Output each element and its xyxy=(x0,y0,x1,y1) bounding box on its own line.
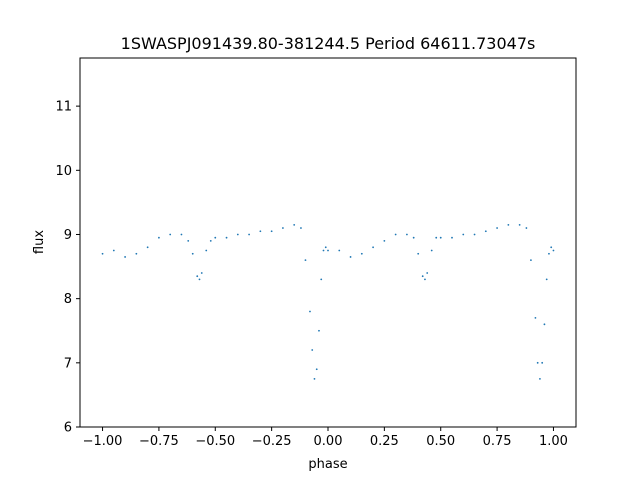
scatter-point xyxy=(394,233,397,236)
scatter-point xyxy=(318,329,320,332)
scatter-point xyxy=(205,249,208,252)
y-tick-label: 7 xyxy=(64,356,72,371)
scatter-point xyxy=(430,249,433,252)
scatter-point xyxy=(548,252,550,255)
scatter-point xyxy=(225,236,228,239)
scatter-point xyxy=(473,233,476,236)
scatter-point xyxy=(169,233,172,236)
scatter-point xyxy=(320,278,323,281)
scatter-point xyxy=(214,236,217,239)
scatter-point xyxy=(552,249,555,252)
scatter-point xyxy=(198,278,201,281)
scatter-point xyxy=(187,240,190,242)
scatter-point xyxy=(313,377,316,380)
scatter-point xyxy=(124,256,126,258)
scatter-point xyxy=(541,361,544,364)
scatter-point xyxy=(101,252,104,255)
scatter-point xyxy=(282,227,284,229)
scatter-point xyxy=(383,240,386,242)
scatter-point xyxy=(209,240,212,242)
scatter-point xyxy=(322,249,325,252)
x-tick-label: 0.75 xyxy=(483,434,512,449)
scatter-point xyxy=(293,223,296,226)
scatter-point xyxy=(349,256,352,258)
scatter-point xyxy=(135,252,138,255)
y-tick-label: 6 xyxy=(64,421,72,436)
scatter-point xyxy=(259,230,262,233)
scatter-point xyxy=(451,236,453,239)
y-tick-label: 8 xyxy=(64,292,72,307)
scatter-point xyxy=(112,249,115,252)
scatter-point xyxy=(315,368,318,371)
x-tick-label: 0.25 xyxy=(370,434,399,449)
scatter-point xyxy=(426,272,429,274)
scatter-point xyxy=(200,272,203,274)
x-axis-label: phase xyxy=(308,457,347,472)
scatter-point xyxy=(236,233,239,236)
y-axis-label: flux xyxy=(32,230,47,254)
scatter-point xyxy=(421,275,424,278)
scatter-point xyxy=(324,246,327,249)
x-tick-label: −1.00 xyxy=(83,434,123,449)
x-tick-label: 0.00 xyxy=(314,434,343,449)
y-axis: 6 7 8 9 10 11 xyxy=(55,100,80,436)
y-tick-label: 10 xyxy=(55,164,72,179)
scatter-point xyxy=(180,233,183,236)
x-axis: −1.00 −0.75 −0.50 −0.25 0.00 0.25 0.50 0.75 1.00 xyxy=(83,427,568,449)
scatter-point xyxy=(439,236,442,239)
scatter-point xyxy=(534,317,537,319)
x-tick-label: 0.50 xyxy=(426,434,455,449)
scatter-point xyxy=(536,361,539,364)
scatter-points xyxy=(101,223,555,380)
chart-title: 1SWASPJ091439.80-381244.5 Period 64611.7… xyxy=(121,34,536,53)
scatter-point xyxy=(191,252,194,255)
scatter-point xyxy=(545,278,548,281)
scatter-point xyxy=(304,259,307,262)
scatter-point xyxy=(417,252,420,255)
scatter-point xyxy=(309,310,311,313)
y-tick-label: 9 xyxy=(64,228,72,243)
scatter-point xyxy=(435,236,438,239)
scatter-point xyxy=(507,223,510,226)
scatter-point xyxy=(158,236,160,239)
scatter-point xyxy=(484,230,487,233)
x-tick-label: −0.75 xyxy=(139,434,179,449)
scatter-point xyxy=(311,349,314,351)
scatter-point xyxy=(424,278,426,281)
scatter-point xyxy=(196,275,199,278)
x-tick-label: −0.50 xyxy=(195,434,235,449)
scatter-point xyxy=(525,227,528,229)
scatter-point xyxy=(146,246,149,249)
scatter-point xyxy=(550,246,553,249)
scatter-point xyxy=(530,259,532,262)
scatter-point xyxy=(412,236,415,239)
scatter-point xyxy=(518,223,521,226)
scatter-point xyxy=(360,252,363,255)
x-tick-label: 1.00 xyxy=(539,434,568,449)
scatter-point xyxy=(462,233,465,236)
y-tick-label: 11 xyxy=(55,100,72,115)
scatter-point xyxy=(270,230,273,233)
scatter-point xyxy=(300,227,302,229)
scatter-point xyxy=(496,227,498,229)
scatter-point xyxy=(372,246,374,249)
scatter-point xyxy=(543,323,546,326)
x-tick-label: −0.25 xyxy=(252,434,292,449)
scatter-point xyxy=(406,233,408,236)
scatter-point xyxy=(539,377,541,380)
scatter-point xyxy=(327,249,329,252)
scatter-point xyxy=(338,249,341,252)
scatter-point xyxy=(248,233,250,236)
